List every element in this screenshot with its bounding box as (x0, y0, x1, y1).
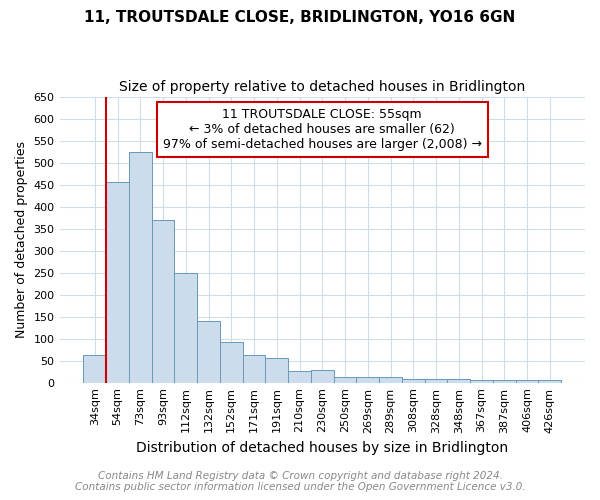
Bar (242, 356, 265, 382)
Bar (334, 378, 356, 382)
Bar (197, 321, 220, 382)
Bar (515, 380, 538, 382)
Bar (538, 380, 561, 382)
Bar (493, 380, 515, 382)
Bar (175, 272, 197, 382)
Bar (288, 371, 311, 382)
Bar (356, 377, 379, 382)
Bar (129, 152, 152, 382)
Bar (470, 380, 493, 382)
Bar (220, 342, 242, 382)
Text: 11 TROUTSDALE CLOSE: 55sqm
← 3% of detached houses are smaller (62)
97% of semi-: 11 TROUTSDALE CLOSE: 55sqm ← 3% of detac… (163, 108, 482, 151)
Bar (106, 182, 129, 382)
Text: 11, TROUTSDALE CLOSE, BRIDLINGTON, YO16 6GN: 11, TROUTSDALE CLOSE, BRIDLINGTON, YO16 … (85, 10, 515, 25)
Bar (402, 379, 425, 382)
Bar (83, 356, 106, 382)
X-axis label: Distribution of detached houses by size in Bridlington: Distribution of detached houses by size … (136, 441, 508, 455)
Bar (152, 220, 175, 382)
Bar (448, 379, 470, 382)
Bar (425, 379, 448, 382)
Bar (379, 377, 402, 382)
Bar (265, 358, 288, 382)
Text: Contains HM Land Registry data © Crown copyright and database right 2024.
Contai: Contains HM Land Registry data © Crown c… (74, 471, 526, 492)
Title: Size of property relative to detached houses in Bridlington: Size of property relative to detached ho… (119, 80, 526, 94)
Bar (311, 370, 334, 382)
Y-axis label: Number of detached properties: Number of detached properties (15, 141, 28, 338)
